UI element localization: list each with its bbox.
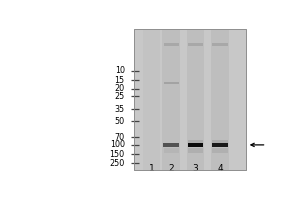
Text: 10: 10 <box>115 66 125 75</box>
Text: 250: 250 <box>110 159 125 168</box>
Bar <box>212 140 228 143</box>
Bar <box>212 43 228 46</box>
Text: 70: 70 <box>115 133 125 142</box>
Bar <box>134 29 246 170</box>
Bar <box>187 29 204 170</box>
Bar <box>164 143 179 147</box>
Bar <box>164 43 179 46</box>
Bar <box>164 148 179 153</box>
Bar <box>212 148 228 153</box>
Text: 35: 35 <box>115 105 125 114</box>
Bar <box>211 29 229 170</box>
Text: 4: 4 <box>217 164 223 173</box>
Text: 100: 100 <box>110 140 125 149</box>
Bar <box>188 43 203 46</box>
Text: 150: 150 <box>110 150 125 159</box>
Bar <box>188 140 203 143</box>
Bar <box>188 148 203 153</box>
Bar <box>143 29 160 170</box>
Text: 2: 2 <box>168 164 174 173</box>
Text: 20: 20 <box>115 84 125 93</box>
Text: 25: 25 <box>114 92 125 101</box>
Text: 1: 1 <box>148 164 154 173</box>
Text: 15: 15 <box>115 76 125 85</box>
Bar <box>188 143 203 147</box>
Text: 3: 3 <box>193 164 199 173</box>
Bar <box>212 143 228 147</box>
Bar <box>164 82 179 84</box>
Text: 50: 50 <box>115 117 125 126</box>
Bar <box>134 29 246 170</box>
Bar <box>163 29 180 170</box>
